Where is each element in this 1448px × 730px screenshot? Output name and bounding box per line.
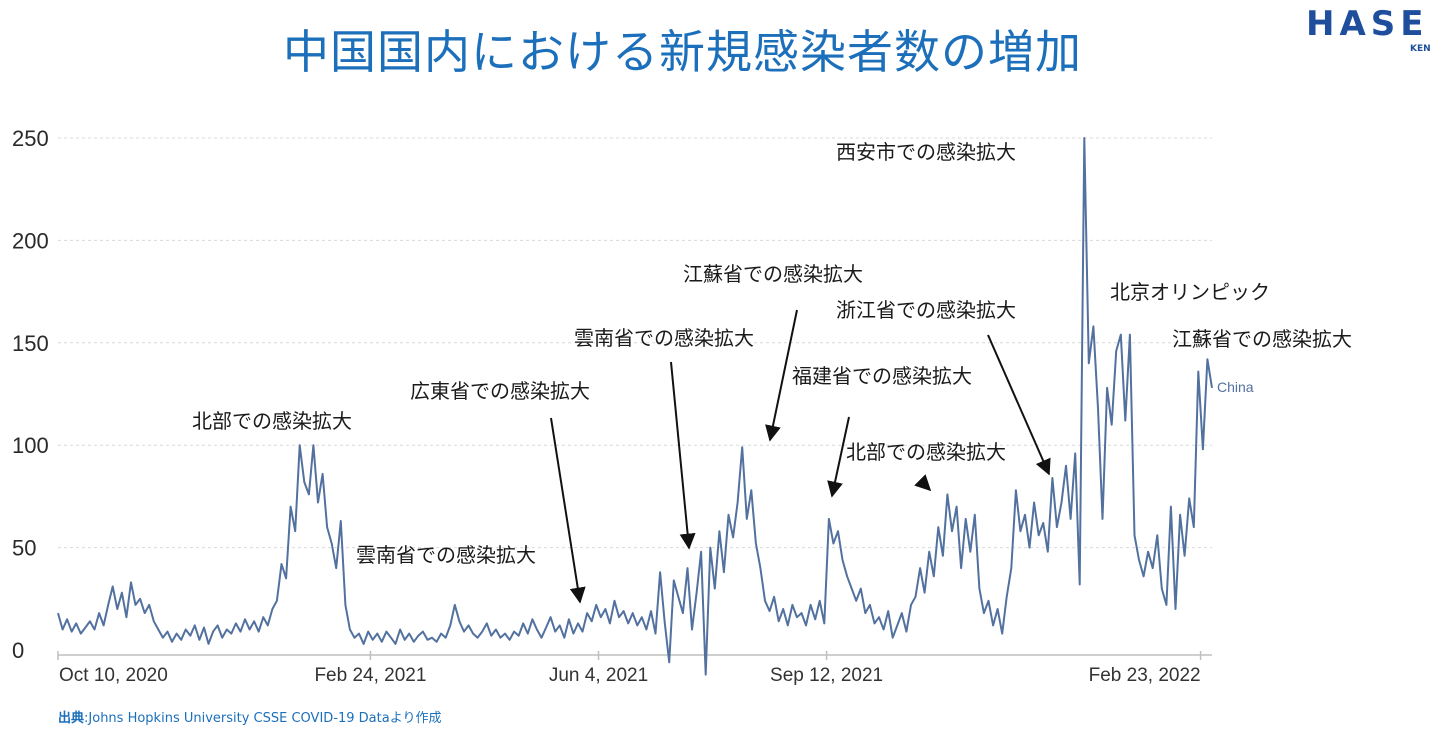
annotation-label: 西安市での感染拡大 [836, 140, 1016, 164]
y-axis-ticks: 0 50 100 150 200 250 [12, 126, 49, 663]
x-tick-label: Oct 10, 2020 [59, 665, 168, 686]
x-tick-label: Feb 24, 2021 [314, 665, 426, 686]
annotation-label: 雲南省での感染拡大 [356, 543, 536, 567]
series-line-china [57, 137, 1213, 676]
annotations: 北部での感染拡大雲南省での感染拡大広東省での感染拡大雲南省での感染拡大江蘇省での… [192, 140, 1352, 604]
annotation-label: 江蘇省での感染拡大 [1172, 327, 1352, 351]
annotation-arrow [670, 361, 696, 550]
x-axis: Oct 10, 2020 Feb 24, 2021 Jun 4, 2021 Sep 1… [57, 651, 1212, 686]
annotation-label: 広東省での感染拡大 [410, 379, 590, 403]
annotation-arrow [987, 334, 1051, 476]
annotation-arrow [914, 474, 932, 492]
annotation-arrow [550, 417, 586, 604]
x-tick-label: Feb 23, 2022 [1089, 665, 1201, 686]
y-tick-label: 100 [12, 433, 49, 458]
y-tick-label: 200 [12, 228, 49, 253]
annotation-label: 雲南省での感染拡大 [574, 326, 754, 350]
logo-sub-text: KEN [1410, 44, 1431, 54]
annotation-label: 北京オリンピック [1110, 280, 1270, 304]
source-text: Johns Hopkins University CSSE COVID-19 D… [88, 711, 442, 726]
page-title: 中国国内における新規感染者数の増加 [283, 25, 1082, 79]
y-tick-label: 150 [12, 331, 49, 356]
y-tick-label: 50 [12, 536, 36, 561]
x-tick-label: Jun 4, 2021 [549, 665, 648, 686]
series-layer: China [57, 137, 1254, 676]
hase-ken-logo: HASE KEN [1302, 4, 1442, 64]
annotation-label: 北部での感染拡大 [192, 409, 352, 433]
source-credit: 出典:Johns Hopkins University CSSE COVID-1… [58, 711, 442, 726]
series-label: China [1217, 379, 1254, 395]
y-tick-label: 0 [12, 638, 24, 663]
logo-main-text: HASE [1306, 4, 1429, 44]
annotation-label: 江蘇省での感染拡大 [683, 262, 863, 286]
annotation-label: 浙江省での感染拡大 [836, 298, 1016, 322]
x-tick-label: Sep 12, 2021 [770, 665, 883, 686]
grid-lines [58, 137, 1212, 549]
annotation-arrow [827, 416, 850, 498]
y-tick-label: 250 [12, 126, 49, 151]
source-label: 出典 [58, 711, 85, 726]
annotation-label: 福建省での感染拡大 [792, 364, 972, 388]
annotation-label: 北部での感染拡大 [846, 440, 1006, 464]
annotation-arrow [765, 309, 798, 442]
